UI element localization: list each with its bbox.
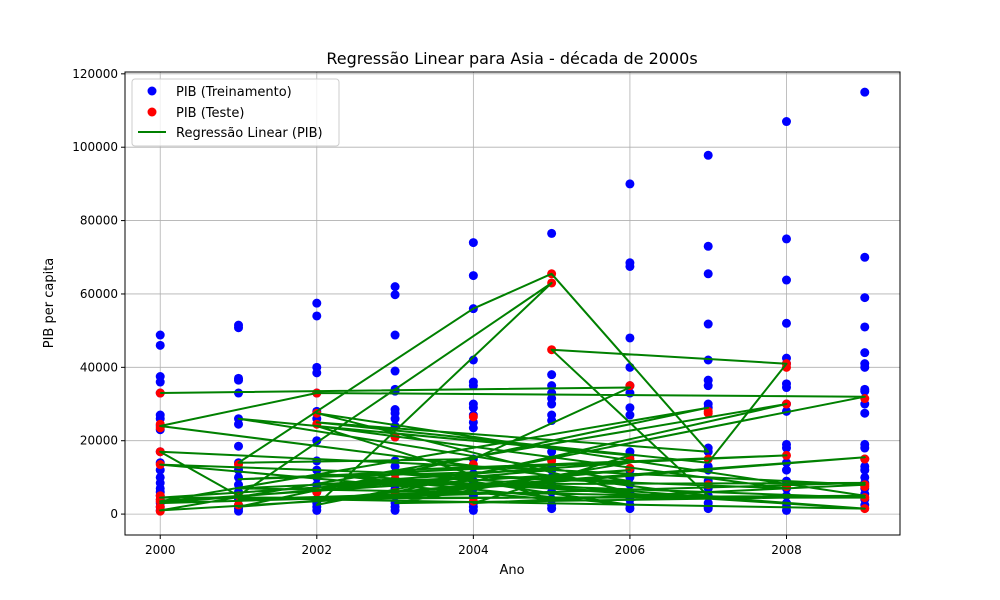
train-point	[860, 348, 870, 358]
y-axis: 0 20000 40000 60000 80000 100000 120000	[72, 67, 125, 521]
train-point	[781, 275, 791, 285]
train-point	[860, 322, 870, 332]
train-point	[625, 410, 635, 420]
plot-frame	[124, 71, 901, 536]
legend-label-train: PIB (Treinamento)	[176, 85, 292, 100]
train-point	[781, 234, 791, 244]
train-point	[703, 150, 713, 160]
train-point	[468, 505, 478, 515]
train-point	[312, 311, 322, 321]
grid	[125, 72, 900, 535]
regression-line	[159, 272, 866, 512]
legend-marker-train	[147, 86, 157, 96]
chart-title: Regressão Linear para Asia - década de 2…	[326, 49, 697, 68]
train-point	[625, 179, 635, 189]
x-axis: 2000 2002 2004 2006 2008	[145, 535, 802, 557]
legend-label-test: PIB (Teste)	[176, 106, 244, 121]
legend-box	[131, 78, 340, 147]
train-point	[781, 443, 791, 453]
train-point	[390, 366, 400, 376]
y-tick-label: 120000	[72, 67, 118, 81]
y-tick-label: 40000	[80, 360, 118, 374]
legend-label-regression: Regressão Linear (PIB)	[176, 126, 323, 141]
legend-marker-test	[147, 107, 157, 117]
train-point	[860, 252, 870, 262]
train-point	[860, 408, 870, 418]
train-point	[781, 117, 791, 127]
train-point	[547, 370, 557, 380]
train-point	[390, 282, 400, 292]
y-tick-label: 100000	[72, 140, 118, 154]
train-point	[312, 298, 322, 308]
x-tick-label: 2002	[302, 543, 333, 557]
train-point	[390, 290, 400, 300]
train-point	[860, 362, 870, 372]
train-point	[860, 465, 870, 475]
test-point	[468, 412, 478, 422]
train-point	[234, 323, 244, 333]
train-point	[625, 261, 635, 271]
train-point	[468, 271, 478, 281]
train-point	[155, 377, 165, 387]
train-point	[860, 443, 870, 453]
train-point	[312, 368, 322, 378]
train-point	[860, 386, 870, 396]
x-axis-label: Ano	[499, 563, 524, 578]
train-point	[860, 87, 870, 97]
train-point	[234, 441, 244, 451]
train-point	[468, 403, 478, 413]
plot-area	[155, 87, 870, 516]
train-point	[390, 414, 400, 424]
y-tick-label: 80000	[80, 214, 118, 228]
train-point	[155, 340, 165, 350]
train-point	[468, 381, 478, 391]
train-point	[155, 330, 165, 340]
train-point	[703, 269, 713, 279]
y-axis-label: PIB per capita	[42, 258, 57, 349]
train-point	[234, 506, 244, 516]
train-point	[547, 504, 557, 514]
train-point	[781, 383, 791, 393]
train-point	[468, 238, 478, 248]
train-point	[625, 333, 635, 343]
test-point	[703, 408, 713, 418]
train-point	[781, 465, 791, 475]
train-point	[625, 504, 635, 514]
y-tick-label: 20000	[80, 434, 118, 448]
train-point	[547, 399, 557, 409]
train-point	[625, 403, 635, 413]
train-point	[234, 375, 244, 385]
train-point	[703, 381, 713, 391]
train-point	[547, 228, 557, 238]
train-point	[390, 505, 400, 515]
train-point	[234, 419, 244, 429]
train-point	[781, 318, 791, 328]
train-point	[703, 319, 713, 329]
train-point	[468, 423, 478, 433]
y-tick-label: 60000	[80, 287, 118, 301]
train-point	[390, 461, 400, 471]
test-point	[860, 454, 870, 464]
train-point	[703, 241, 713, 251]
y-tick-label: 0	[110, 507, 118, 521]
train-point	[860, 293, 870, 303]
legend: PIB (Treinamento) PIB (Teste) Regressão …	[131, 78, 340, 147]
x-tick-label: 2004	[458, 543, 489, 557]
x-tick-label: 2006	[615, 543, 646, 557]
train-point	[312, 505, 322, 515]
train-point	[390, 330, 400, 340]
x-tick-label: 2008	[771, 543, 802, 557]
test-point	[860, 394, 870, 404]
x-tick-label: 2000	[145, 543, 176, 557]
